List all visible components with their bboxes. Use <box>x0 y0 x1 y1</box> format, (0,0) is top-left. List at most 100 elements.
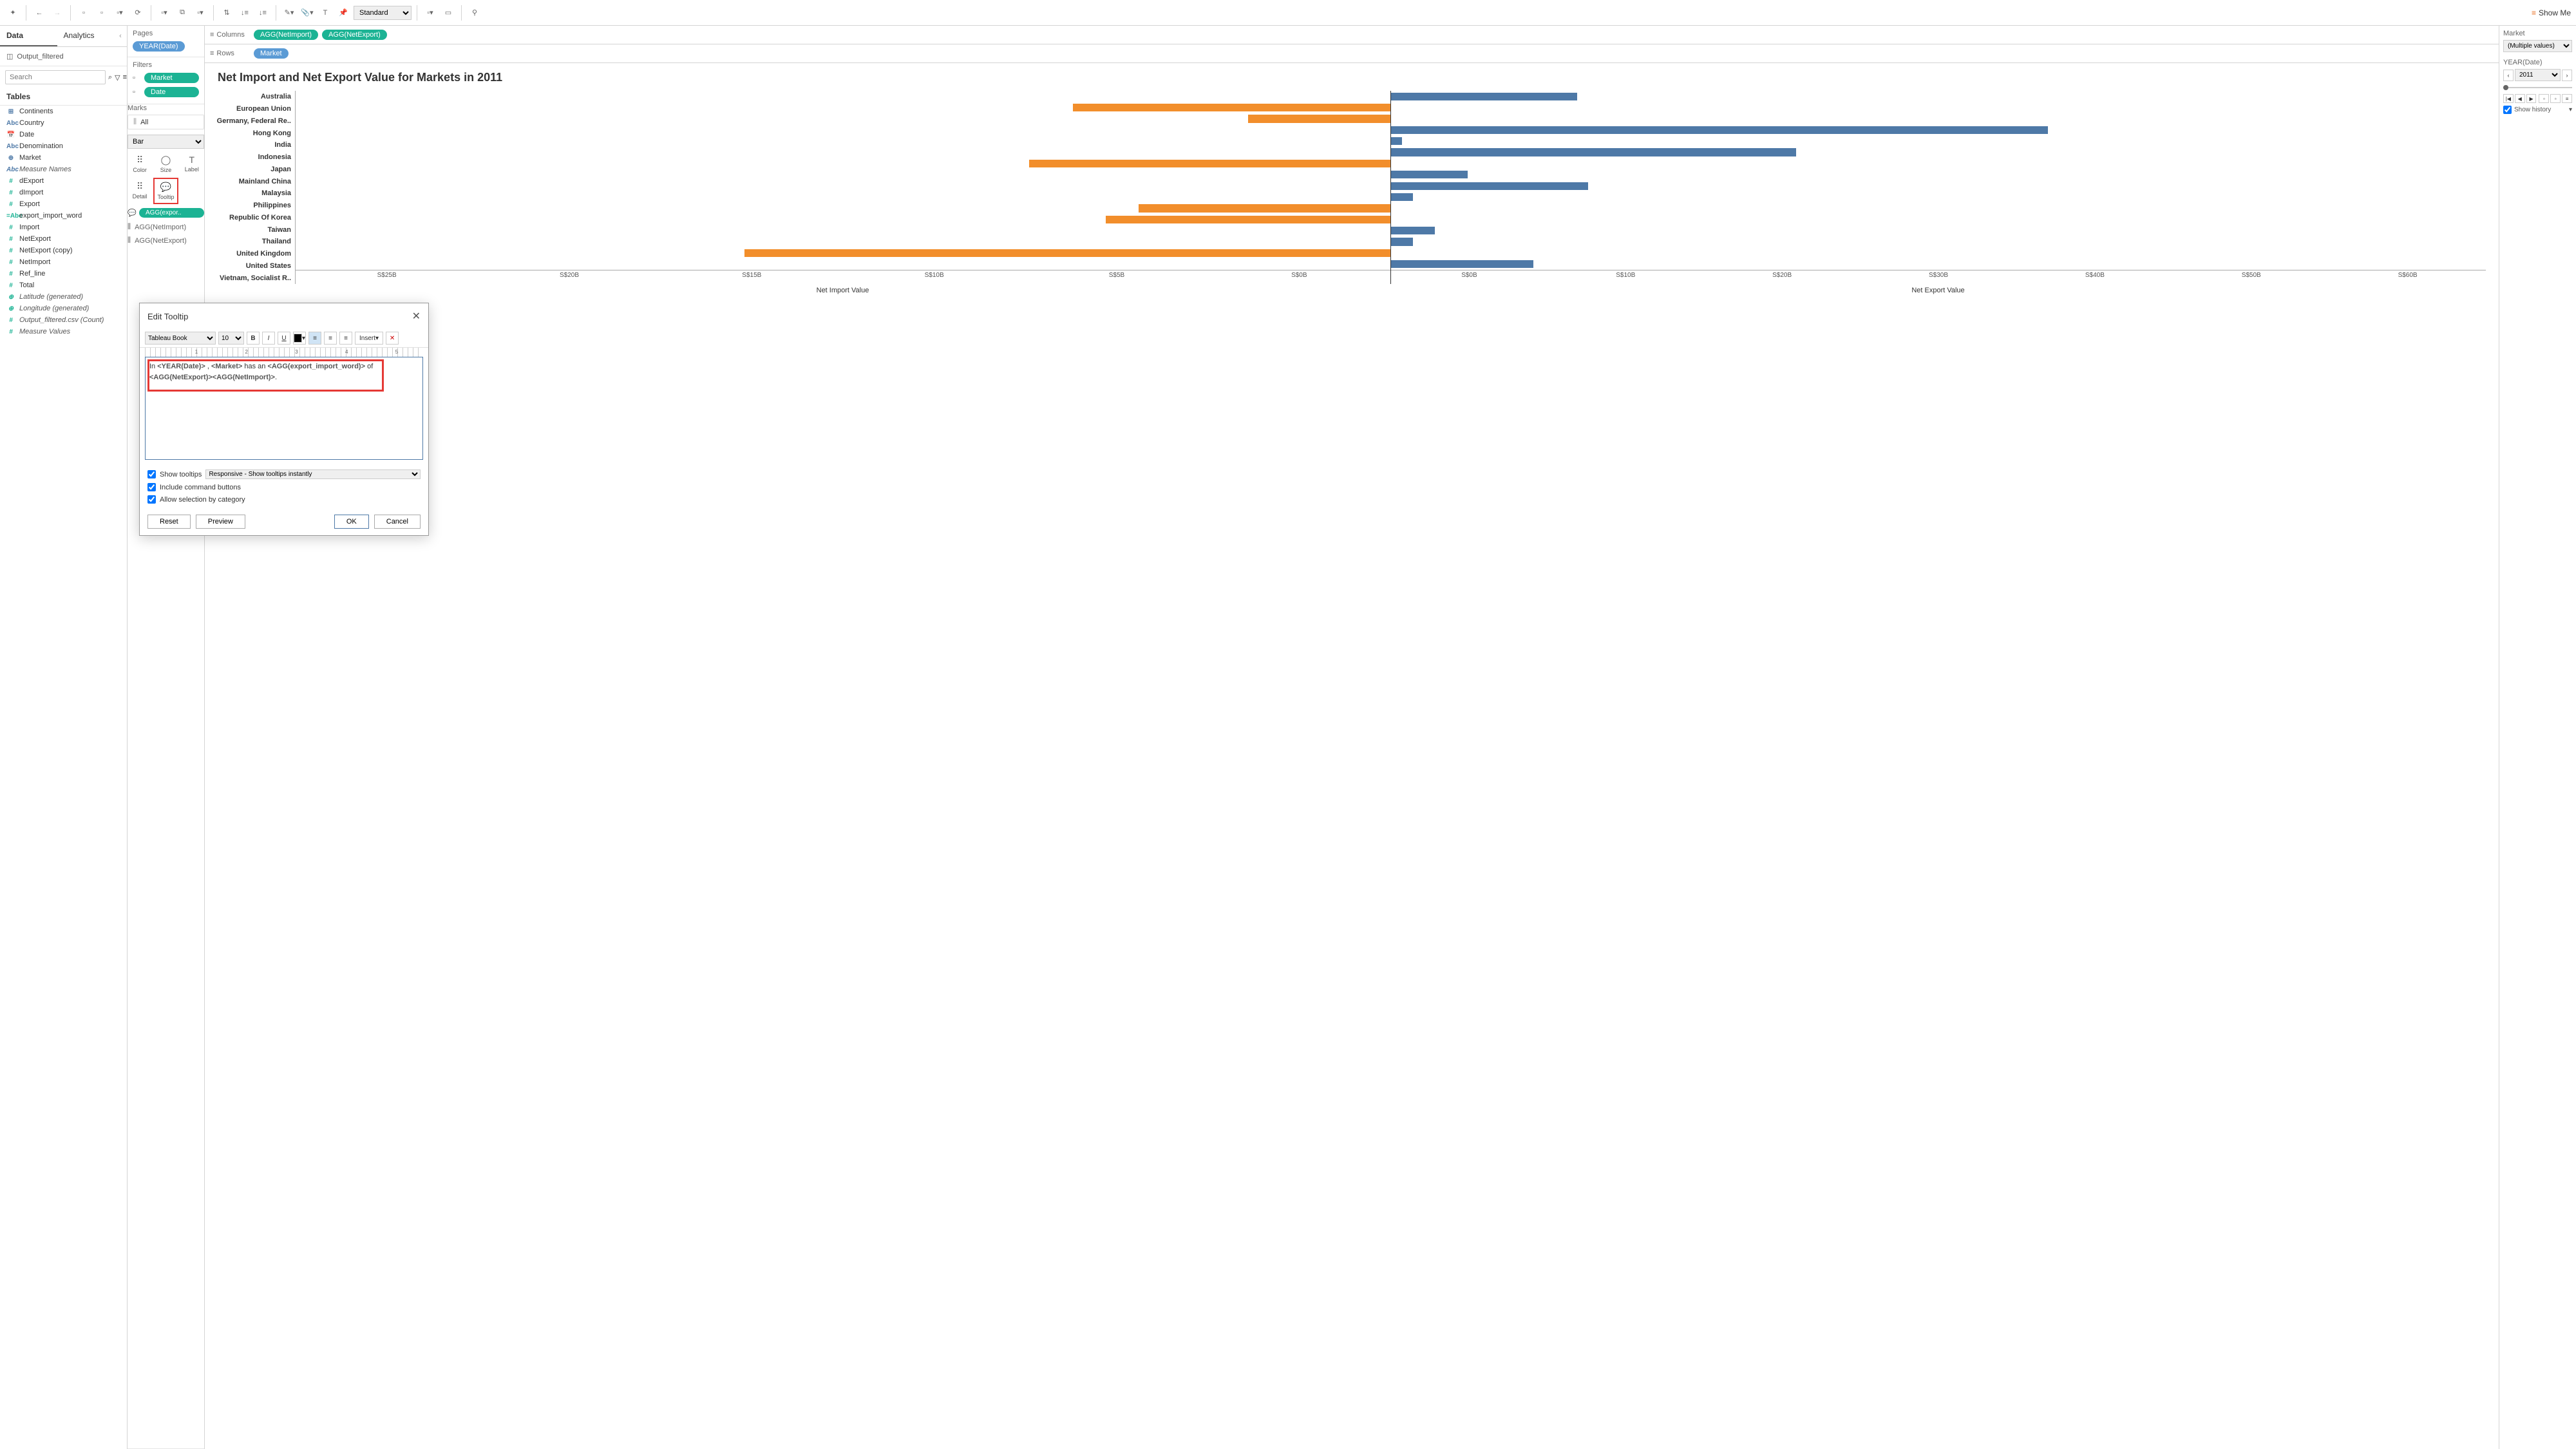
view-icon[interactable]: ▫▾ <box>422 5 438 21</box>
show-me-button[interactable]: ≡ Show Me <box>2532 8 2571 17</box>
attach-icon[interactable]: 📎▾ <box>299 5 315 21</box>
import-bar[interactable] <box>1139 204 1390 212</box>
field-item[interactable]: =Abcexport_import_word <box>0 210 127 222</box>
fit-dropdown[interactable]: Standard <box>354 6 412 20</box>
font-select[interactable]: Tableau Book <box>145 332 216 345</box>
search-input[interactable] <box>5 70 106 84</box>
export-bar[interactable] <box>1391 93 1577 100</box>
column-pill[interactable]: AGG(NetExport) <box>322 30 387 40</box>
marks-tooltip-button[interactable]: 💬Tooltip <box>153 178 178 204</box>
row-pill[interactable]: Market <box>254 48 289 59</box>
new-data-icon[interactable]: ▫ <box>94 5 109 21</box>
export-bar[interactable] <box>1391 238 1413 245</box>
preview-button[interactable]: Preview <box>196 515 245 529</box>
marks-type-select[interactable]: Bar <box>128 135 204 149</box>
underline-button[interactable]: U <box>278 332 290 345</box>
year-select[interactable]: 2011 <box>2515 69 2561 81</box>
new-sheet-dropdown-icon[interactable]: ▫▾ <box>156 5 172 21</box>
export-bar[interactable] <box>1391 137 1402 145</box>
pages-pill-year[interactable]: YEAR(Date) <box>133 41 185 52</box>
view-3-icon[interactable]: ≡ <box>2562 94 2572 103</box>
field-item[interactable]: ⊕Longitude (generated) <box>0 303 127 314</box>
import-bar[interactable] <box>1248 115 1390 122</box>
tab-analytics[interactable]: Analytics <box>57 26 115 46</box>
play-back-icon[interactable]: ◀ <box>2515 94 2525 103</box>
sort-asc-icon[interactable]: ↓≡ <box>237 5 252 21</box>
data-source-row[interactable]: ◫ Output_filtered <box>0 47 127 66</box>
import-bar[interactable] <box>1029 160 1390 167</box>
align-right-button[interactable]: ≡ <box>339 332 352 345</box>
allow-selection-checkbox[interactable] <box>147 495 156 504</box>
import-bar[interactable] <box>1073 104 1390 111</box>
close-icon[interactable]: ✕ <box>412 310 421 323</box>
marks-agg-row[interactable]: ⫼ AGG(NetExport) <box>128 234 204 247</box>
marks-agg-row[interactable]: ⫼ AGG(NetImport) <box>128 220 204 234</box>
present-icon[interactable]: ▭ <box>440 5 456 21</box>
field-item[interactable]: AbcDenomination <box>0 140 127 152</box>
market-filter-select[interactable]: (Multiple values) <box>2503 40 2572 52</box>
field-item[interactable]: ⊕Market <box>0 152 127 164</box>
font-size-select[interactable]: 10 <box>218 332 244 345</box>
marks-size-button[interactable]: ◯Size <box>153 151 178 176</box>
collapse-pane-icon[interactable]: ‹ <box>114 26 127 46</box>
insert-dropdown[interactable]: Insert ▾ <box>355 332 383 345</box>
marks-color-button[interactable]: ⠿Color <box>128 151 152 176</box>
view-1-icon[interactable]: ▫ <box>2539 94 2549 103</box>
field-item[interactable]: #Export <box>0 198 127 210</box>
forward-icon[interactable]: → <box>50 5 65 21</box>
ok-button[interactable]: OK <box>334 515 369 529</box>
export-bar[interactable] <box>1391 193 1413 201</box>
field-item[interactable]: AbcMeasure Names <box>0 164 127 175</box>
export-bar[interactable] <box>1391 171 1468 178</box>
field-item[interactable]: #Total <box>0 279 127 291</box>
font-color-button[interactable]: ▾ <box>293 332 306 345</box>
export-bar[interactable] <box>1391 126 2048 134</box>
cancel-button[interactable]: Cancel <box>374 515 421 529</box>
refresh-icon[interactable]: ⟳ <box>130 5 146 21</box>
year-next-button[interactable]: › <box>2562 70 2572 81</box>
export-bar[interactable] <box>1391 182 1588 190</box>
include-buttons-checkbox[interactable] <box>147 483 156 491</box>
filter-fields-icon[interactable]: ▽ <box>115 73 120 82</box>
refresh-dropdown-icon[interactable]: ▫▾ <box>112 5 128 21</box>
swap-icon[interactable]: ⇅ <box>219 5 234 21</box>
tooltip-editor[interactable]: In <YEAR(Date)> , <Market> has an <AGG(e… <box>145 357 423 460</box>
play-fwd-icon[interactable]: ▶ <box>2526 94 2537 103</box>
pin-icon[interactable]: 📌 <box>336 5 351 21</box>
back-icon[interactable]: ← <box>32 5 47 21</box>
field-item[interactable]: #Measure Values <box>0 326 127 337</box>
marks-detail-button[interactable]: ⠿Detail <box>128 178 152 204</box>
column-pill[interactable]: AGG(NetImport) <box>254 30 318 40</box>
search-icon[interactable]: ⌕ <box>108 73 112 82</box>
show-history-checkbox[interactable] <box>2503 106 2512 114</box>
import-bar[interactable] <box>1106 216 1390 223</box>
clear-dropdown-icon[interactable]: ▫▾ <box>193 5 208 21</box>
field-item[interactable]: #NetExport (copy) <box>0 245 127 256</box>
align-left-button[interactable]: ≡ <box>308 332 321 345</box>
field-item[interactable]: #dExport <box>0 175 127 187</box>
view-2-icon[interactable]: ▫ <box>2550 94 2561 103</box>
marks-pill-agg-export[interactable]: AGG(expor.. <box>139 208 204 218</box>
clear-format-button[interactable]: ✕ <box>386 332 399 345</box>
save-icon[interactable]: ▫ <box>76 5 91 21</box>
marks-label-button[interactable]: TLabel <box>180 151 204 176</box>
filter-pill[interactable]: Market <box>144 73 199 83</box>
import-bar[interactable] <box>744 249 1390 257</box>
export-bar[interactable] <box>1391 148 1796 156</box>
year-prev-button[interactable]: ‹ <box>2503 70 2514 81</box>
play-prev-icon[interactable]: |◀ <box>2503 94 2514 103</box>
filter-pill[interactable]: Date <box>144 87 199 97</box>
field-item[interactable]: ⊕Latitude (generated) <box>0 291 127 303</box>
year-slider[interactable] <box>2503 85 2572 90</box>
marks-all-label[interactable]: All <box>140 118 148 126</box>
italic-button[interactable]: I <box>262 332 275 345</box>
export-bar[interactable] <box>1391 227 1435 234</box>
text-icon[interactable]: T <box>317 5 333 21</box>
field-item[interactable]: ⊞Continents <box>0 106 127 117</box>
tooltip-mode-select[interactable]: Responsive - Show tooltips instantly <box>205 469 421 479</box>
field-item[interactable]: #Import <box>0 222 127 233</box>
share-icon[interactable]: ⚲ <box>467 5 482 21</box>
tab-data[interactable]: Data <box>0 26 57 46</box>
field-item[interactable]: AbcCountry <box>0 117 127 129</box>
field-item[interactable]: #Ref_line <box>0 268 127 279</box>
